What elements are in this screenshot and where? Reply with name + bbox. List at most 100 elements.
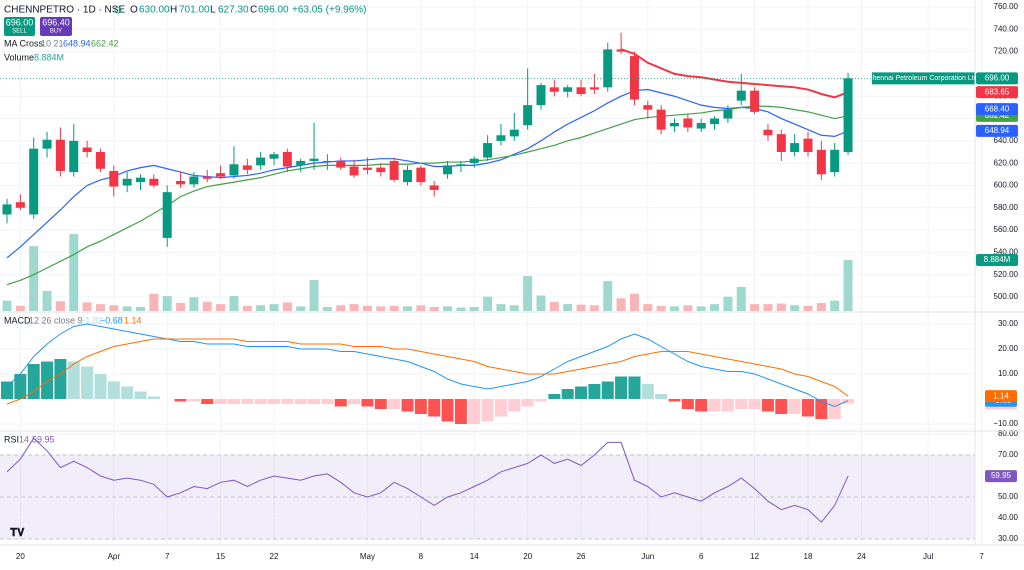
candle-body bbox=[322, 160, 332, 163]
volume-bar bbox=[790, 305, 800, 311]
candle-body bbox=[523, 105, 533, 126]
volume-bar bbox=[256, 305, 266, 311]
candle-body bbox=[42, 139, 52, 149]
histogram-bar bbox=[481, 399, 494, 422]
ohlc-key: H bbox=[170, 5, 177, 16]
volume-bar bbox=[349, 304, 359, 311]
volume-bar bbox=[322, 306, 332, 311]
candle-body bbox=[95, 152, 105, 169]
ma-value: 648.94 bbox=[63, 38, 91, 48]
y-tick-label: 520.00 bbox=[994, 270, 1019, 279]
volume-bar bbox=[282, 302, 292, 311]
histogram-bar bbox=[588, 384, 601, 399]
sell-price[interactable]: 696.00 bbox=[6, 17, 34, 27]
histogram-bar bbox=[521, 399, 534, 407]
macd-hist-value: −1.82 bbox=[80, 315, 103, 325]
y-tick-label: 620.00 bbox=[994, 158, 1019, 167]
volume-bar bbox=[2, 300, 12, 311]
volume-bar bbox=[429, 306, 439, 311]
status-dot bbox=[114, 6, 122, 14]
volume-bar bbox=[242, 305, 252, 311]
histogram-bar bbox=[54, 359, 67, 399]
y-tick-label: 580.00 bbox=[994, 203, 1019, 212]
histogram-bar bbox=[628, 376, 641, 399]
volume-bar bbox=[763, 304, 773, 311]
volume-bar bbox=[816, 302, 826, 311]
ma-params: 10 21 bbox=[41, 38, 64, 48]
candle-body bbox=[282, 152, 292, 167]
logo: 𝐓𝐕 bbox=[10, 527, 25, 539]
candle-body bbox=[162, 192, 172, 238]
y-tick-label: 50.00 bbox=[998, 492, 1019, 501]
value-box-label: 8.884M bbox=[984, 255, 1011, 264]
candle-body bbox=[403, 169, 412, 183]
volume-bar bbox=[723, 296, 733, 311]
histogram-bar bbox=[668, 399, 681, 402]
x-tick-label: Apr bbox=[108, 552, 121, 561]
candle-body bbox=[750, 90, 760, 112]
macd-name: MACD bbox=[4, 315, 31, 325]
histogram-bar bbox=[615, 376, 628, 399]
candle-body bbox=[456, 164, 466, 166]
ohlc-value: 630.00 bbox=[139, 5, 170, 16]
value-box bbox=[976, 124, 1018, 137]
x-tick-label: 7 bbox=[165, 552, 170, 561]
volume-bar bbox=[830, 300, 840, 311]
value-box-label: 668.40 bbox=[985, 104, 1010, 113]
y-tick-label: 40.00 bbox=[998, 513, 1019, 522]
candle-body bbox=[643, 105, 653, 110]
buy-button[interactable] bbox=[40, 17, 72, 36]
x-tick-label: 20 bbox=[523, 552, 532, 561]
volume-bar bbox=[589, 305, 599, 311]
indicator-line bbox=[6, 338, 849, 405]
volume-bar bbox=[603, 281, 613, 311]
candle-body bbox=[816, 149, 826, 175]
histogram-bar bbox=[388, 399, 401, 409]
histogram-bar bbox=[721, 399, 734, 412]
value-box bbox=[976, 72, 1018, 85]
histogram-bar bbox=[14, 374, 27, 399]
x-tick-label: 7 bbox=[979, 552, 984, 561]
candle-body bbox=[256, 157, 266, 166]
histogram-bar bbox=[27, 364, 40, 399]
indicator-line bbox=[6, 437, 849, 523]
candle-body bbox=[536, 85, 546, 106]
histogram-bar bbox=[187, 399, 200, 402]
x-tick-label: 15 bbox=[216, 552, 225, 561]
candle-body bbox=[603, 49, 613, 88]
histogram-bar bbox=[775, 399, 788, 414]
histogram-bar bbox=[401, 399, 414, 412]
volume-bar bbox=[549, 301, 559, 311]
ohlc-key: O bbox=[130, 5, 138, 16]
buy-price[interactable]: 696.40 bbox=[42, 17, 70, 27]
buy-label[interactable]: BUY bbox=[50, 29, 62, 35]
value-box-label: 59.95 bbox=[991, 471, 1012, 480]
x-tick-label: 18 bbox=[804, 552, 813, 561]
candle-body bbox=[576, 87, 586, 94]
histogram-bar bbox=[535, 399, 547, 402]
histogram-bar bbox=[134, 391, 147, 399]
value-box bbox=[976, 103, 1018, 116]
candle-body bbox=[336, 160, 346, 168]
symbol-box bbox=[872, 72, 975, 85]
y-tick-label: 80.00 bbox=[998, 429, 1019, 438]
candle-body bbox=[136, 177, 145, 183]
volume-bar bbox=[403, 306, 412, 311]
volume-bar bbox=[216, 304, 226, 311]
volume-bar bbox=[536, 295, 546, 311]
macd-params: 12 26 close 9 bbox=[29, 315, 83, 325]
sell-button[interactable] bbox=[4, 17, 35, 36]
candle-body bbox=[189, 176, 199, 185]
sell-label[interactable]: SELL bbox=[12, 29, 27, 35]
y-tick-label: 30.00 bbox=[998, 534, 1019, 543]
rsi-name: RSI bbox=[4, 434, 19, 444]
candle-body bbox=[349, 166, 359, 176]
histogram-bar bbox=[1, 381, 13, 399]
candle-body bbox=[629, 56, 639, 100]
histogram-bar bbox=[334, 399, 347, 407]
volume-bar bbox=[616, 298, 626, 311]
histogram-bar bbox=[268, 399, 280, 404]
histogram-bar bbox=[735, 399, 748, 409]
y-tick-label: 560.00 bbox=[994, 225, 1019, 234]
